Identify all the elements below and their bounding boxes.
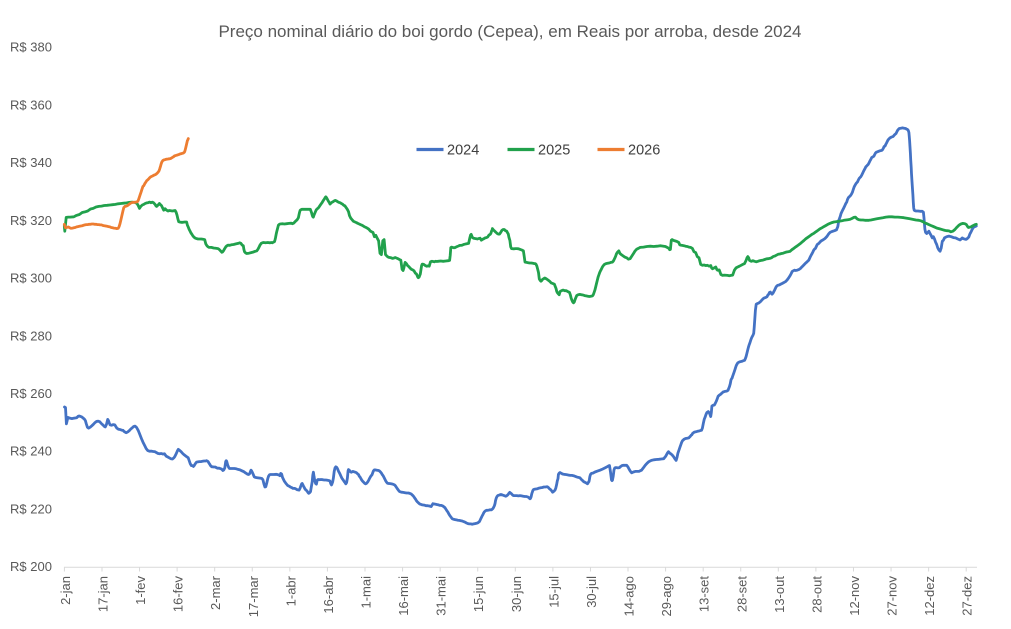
svg-text:2024: 2024 <box>447 143 479 159</box>
svg-text:27-dez: 27-dez <box>960 576 975 616</box>
svg-text:Preço nominal diário do boi go: Preço nominal diário do boi gordo (Cepea… <box>218 22 801 41</box>
svg-text:30-jun: 30-jun <box>509 576 524 612</box>
svg-text:31-mai: 31-mai <box>434 576 449 616</box>
svg-text:1-mai: 1-mai <box>359 576 374 609</box>
svg-text:16-abr: 16-abr <box>321 575 336 613</box>
svg-text:17-mar: 17-mar <box>246 575 261 617</box>
svg-text:2-jan: 2-jan <box>58 576 73 605</box>
svg-text:2-mar: 2-mar <box>208 575 223 610</box>
svg-text:R$ 300: R$ 300 <box>10 271 52 286</box>
svg-text:16-mai: 16-mai <box>396 576 411 616</box>
svg-text:2026: 2026 <box>628 143 660 159</box>
svg-text:1-abr: 1-abr <box>283 575 298 606</box>
svg-text:12-nov: 12-nov <box>847 576 862 616</box>
svg-text:R$ 200: R$ 200 <box>10 559 52 574</box>
svg-text:30-jul: 30-jul <box>584 576 599 608</box>
svg-text:R$ 360: R$ 360 <box>10 97 52 112</box>
svg-text:R$ 260: R$ 260 <box>10 386 52 401</box>
svg-text:28-out: 28-out <box>809 576 824 613</box>
svg-text:R$ 280: R$ 280 <box>10 328 52 343</box>
svg-text:13-out: 13-out <box>772 576 787 613</box>
svg-text:R$ 220: R$ 220 <box>10 502 52 517</box>
svg-text:R$ 320: R$ 320 <box>10 213 52 228</box>
svg-text:1-fev: 1-fev <box>133 576 148 605</box>
svg-text:15-jun: 15-jun <box>471 576 486 612</box>
svg-text:12-dez: 12-dez <box>922 576 937 616</box>
svg-text:17-jan: 17-jan <box>95 576 110 612</box>
svg-text:27-nov: 27-nov <box>885 576 900 616</box>
svg-text:2025: 2025 <box>538 143 570 159</box>
svg-text:28-set: 28-set <box>734 576 749 613</box>
svg-text:R$ 380: R$ 380 <box>10 40 52 55</box>
svg-text:R$ 240: R$ 240 <box>10 444 52 459</box>
svg-text:29-ago: 29-ago <box>659 576 674 616</box>
svg-text:14-ago: 14-ago <box>622 576 637 616</box>
svg-text:R$ 340: R$ 340 <box>10 155 52 170</box>
svg-text:13-set: 13-set <box>697 576 712 613</box>
svg-text:15-jul: 15-jul <box>546 576 561 608</box>
svg-text:16-fev: 16-fev <box>171 576 186 613</box>
